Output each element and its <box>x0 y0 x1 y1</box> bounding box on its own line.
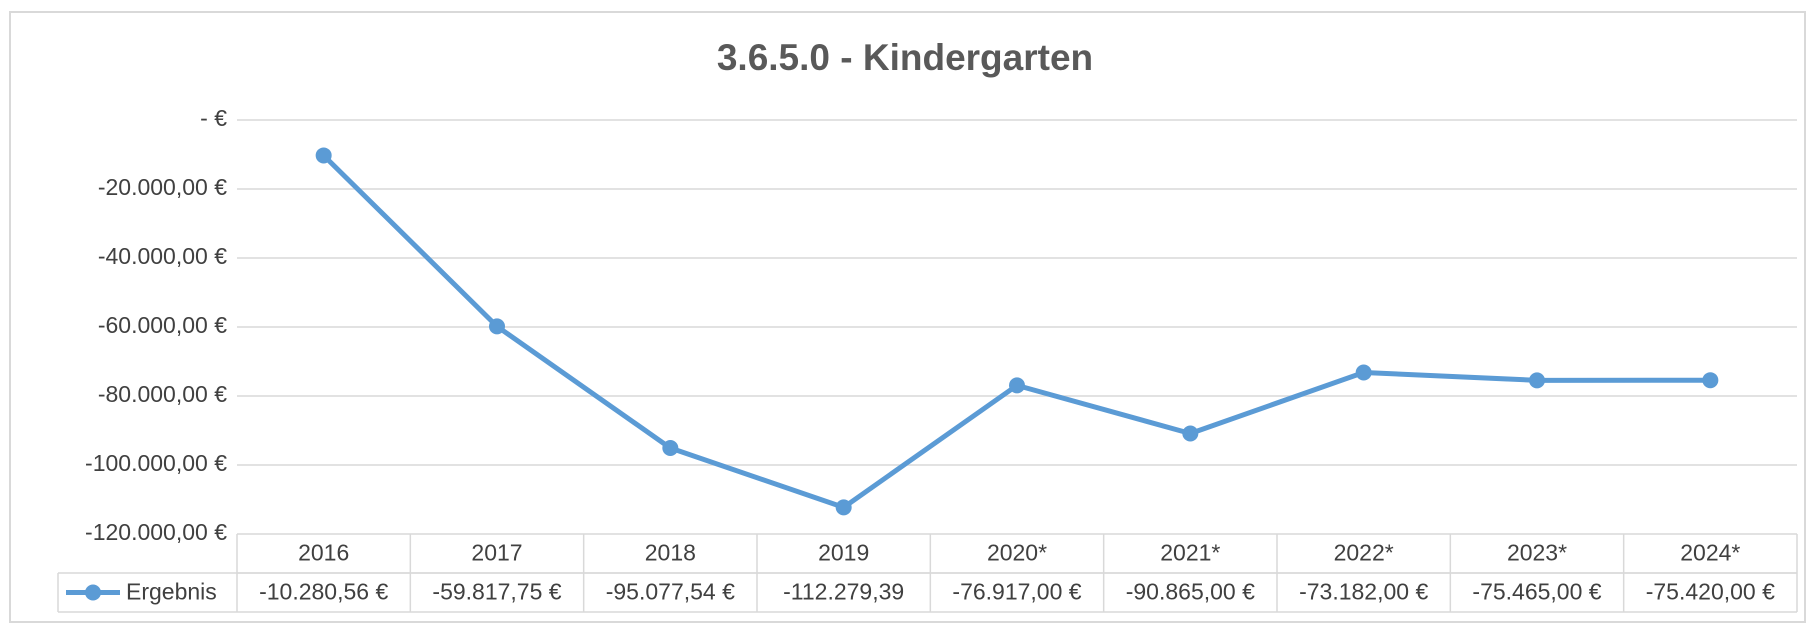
legend-label: Ergebnis <box>126 579 217 605</box>
marker <box>1702 372 1719 389</box>
marker <box>1529 372 1545 389</box>
table-value: -75.420,00 € <box>1646 579 1775 605</box>
marker <box>1009 377 1025 394</box>
x-tick-label: 2020* <box>987 540 1047 566</box>
y-tick-label: -40.000,00 € <box>98 243 227 269</box>
chart-border <box>9 11 1806 623</box>
y-tick-label: - € <box>200 105 227 131</box>
y-tick-label: -120.000,00 € <box>85 519 227 545</box>
y-tick-label: -80.000,00 € <box>98 381 227 407</box>
x-tick-label: 2021* <box>1160 540 1220 566</box>
table-value: -75.465,00 € <box>1472 579 1601 605</box>
marker <box>835 499 852 516</box>
x-tick-label: 2019 <box>818 540 869 566</box>
x-tick-label: 2023* <box>1507 540 1567 566</box>
marker <box>662 440 679 457</box>
table-value: -73.182,00 € <box>1299 579 1428 605</box>
y-tick-label: -60.000,00 € <box>98 312 227 338</box>
x-tick-label: 2017 <box>471 540 522 566</box>
x-tick-label: 2022* <box>1334 540 1394 566</box>
x-tick-label: 2018 <box>645 540 696 566</box>
table-value: -76.917,00 € <box>952 579 1081 605</box>
x-tick-label: 2024* <box>1680 540 1740 566</box>
marker <box>1355 364 1372 381</box>
marker <box>315 147 332 164</box>
table-value: -90.865,00 € <box>1126 579 1255 605</box>
x-tick-label: 2016 <box>298 540 349 566</box>
y-tick-label: -100.000,00 € <box>85 450 227 476</box>
table-value: -10.280,56 € <box>259 579 388 605</box>
table-value: -112.279,39 <box>783 579 904 605</box>
y-tick-label: -20.000,00 € <box>98 174 227 200</box>
marker <box>489 318 505 335</box>
marker <box>1182 425 1199 442</box>
chart-title: 3.6.5.0 - Kindergarten <box>717 37 1093 78</box>
table-value: -59.817,75 € <box>432 579 561 605</box>
legend-marker <box>85 584 101 601</box>
table-value: -95.077,54 € <box>606 579 735 605</box>
